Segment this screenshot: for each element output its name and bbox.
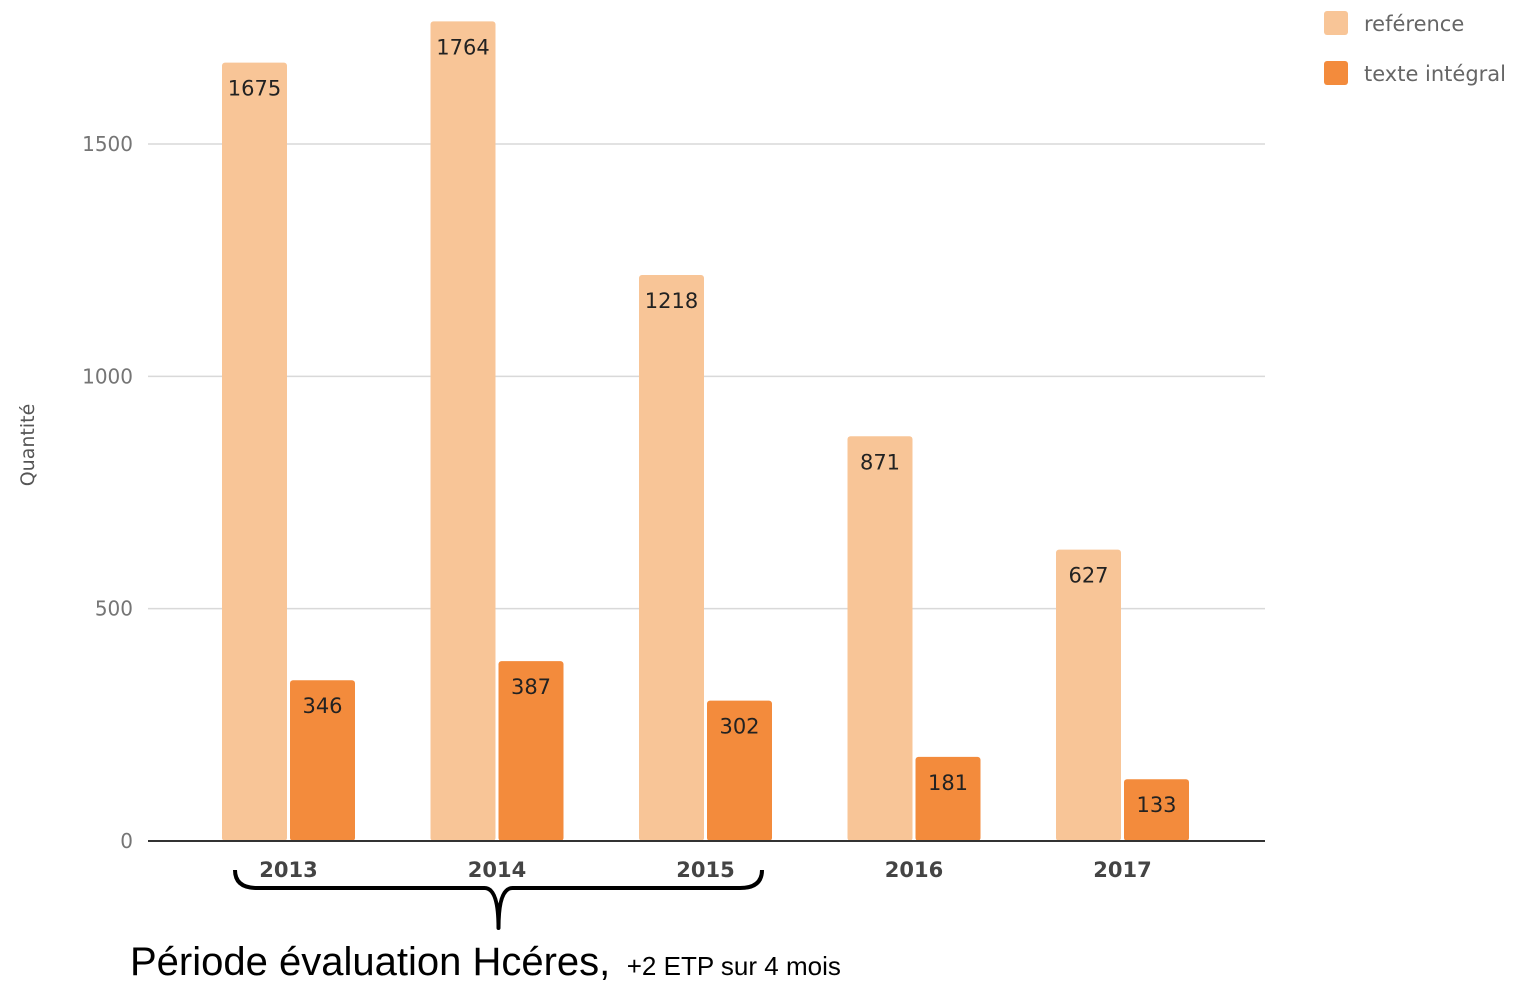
bar-texte-integral-2013 (290, 680, 355, 841)
x-category-label: 2014 (468, 858, 526, 882)
legend-label: texte intégral (1364, 62, 1506, 86)
annotation-text: Période évaluation Hcéres, +2 ETP sur 4 … (130, 940, 841, 982)
data-label: 627 (1068, 564, 1108, 588)
bars: 1675 346 1764 387 1218 302 871 181 627 133 (222, 21, 1189, 841)
y-tick-label: 0 (120, 829, 133, 853)
bar-reference-2015 (639, 275, 704, 841)
annotation-main: Période évaluation Hcéres, (130, 940, 610, 982)
y-tick-label: 500 (95, 597, 133, 621)
bar-texte-integral-2014 (498, 661, 564, 841)
data-label: 181 (928, 771, 968, 795)
data-label: 871 (860, 450, 900, 474)
bar-reference-2017 (1056, 549, 1121, 841)
x-category-label: 2013 (259, 858, 317, 882)
data-label: 387 (511, 675, 551, 699)
legend-label: reférence (1364, 12, 1464, 36)
y-tick-label: 1000 (82, 364, 133, 388)
data-label: 1675 (228, 77, 281, 101)
data-label: 346 (302, 694, 342, 718)
bar-texte-integral-2016 (915, 756, 981, 841)
bar-texte-integral-2015 (707, 700, 772, 841)
x-category-label: 2017 (1093, 858, 1151, 882)
y-axis-label: Quantité (17, 404, 39, 487)
gridlines (148, 143, 1265, 610)
legend: reférence texte intégral (1324, 11, 1506, 86)
bar-reference-2016 (847, 436, 913, 841)
data-label: 133 (1136, 793, 1176, 817)
period-brace (233, 869, 764, 930)
y-tick-label: 1500 (82, 132, 133, 156)
legend-swatch (1324, 61, 1348, 85)
bar-reference-2013 (222, 62, 287, 841)
bar-reference-2014 (430, 21, 496, 841)
x-category-label: 2016 (885, 858, 943, 882)
bar-texte-integral-2017 (1124, 779, 1189, 841)
annotation-sub: +2 ETP sur 4 mois (627, 951, 841, 981)
y-axis-ticks: 0 500 1000 1500 (82, 132, 133, 853)
legend-swatch (1324, 11, 1348, 35)
x-axis-categories: 2013 2014 2015 2016 2017 (259, 858, 1151, 882)
data-label: 1218 (645, 289, 698, 313)
data-label: 302 (719, 715, 759, 739)
x-category-label: 2015 (676, 858, 734, 882)
data-label: 1764 (436, 35, 489, 59)
